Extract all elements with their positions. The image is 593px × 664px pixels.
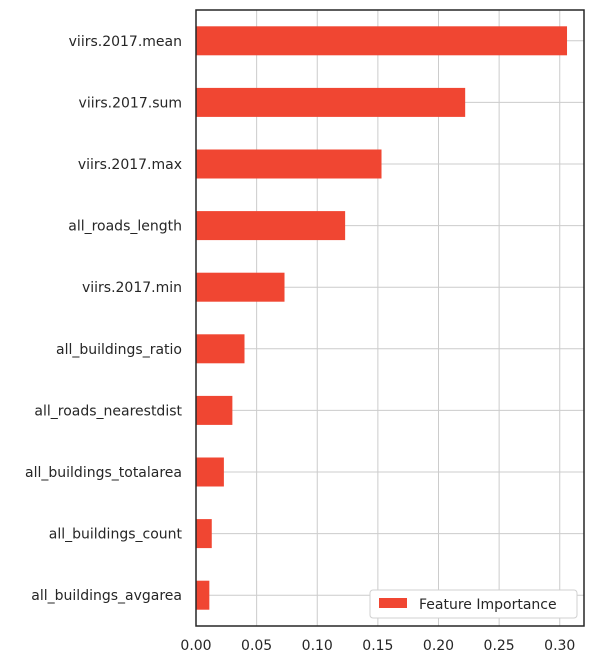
category-label: all_buildings_avgarea <box>31 588 182 604</box>
bar <box>196 26 568 56</box>
bar <box>196 457 224 487</box>
bar <box>196 149 382 179</box>
category-label: all_buildings_count <box>49 527 183 543</box>
legend: Feature Importance <box>369 589 578 619</box>
x-tick-label: 0.10 <box>302 638 333 654</box>
y-axis-categories: viirs.2017.mean viirs.2017.sum viirs.2017.… <box>25 34 182 604</box>
bar <box>196 580 210 610</box>
category-label: viirs.2017.mean <box>69 34 182 50</box>
legend-label: Feature Importance <box>419 597 557 613</box>
category-label: all_roads_nearestdist <box>34 403 182 419</box>
bar <box>196 519 212 549</box>
category-label: all_buildings_totalarea <box>25 465 182 481</box>
legend-swatch <box>379 598 407 608</box>
category-label: viirs.2017.max <box>78 157 182 173</box>
plot-frame <box>195 9 585 627</box>
bar <box>196 395 233 425</box>
bar <box>196 87 466 117</box>
bar <box>196 334 245 364</box>
x-tick-label: 0.00 <box>180 638 211 654</box>
category-label: viirs.2017.min <box>82 280 182 296</box>
category-label: all_buildings_ratio <box>56 342 182 358</box>
legend-box <box>369 589 578 619</box>
category-label: all_roads_length <box>68 219 182 235</box>
bar <box>196 272 285 302</box>
x-tick-label: 0.30 <box>544 638 575 654</box>
category-label: viirs.2017.sum <box>79 95 182 111</box>
x-tick-label: 0.20 <box>423 638 454 654</box>
bar <box>196 211 346 241</box>
x-tick-label: 0.05 <box>241 638 272 654</box>
x-tick-label: 0.25 <box>484 638 515 654</box>
x-tick-label: 0.15 <box>362 638 393 654</box>
bars <box>196 26 568 610</box>
x-axis-ticks: 0.00 0.05 0.10 0.15 0.20 0.25 0.30 <box>180 638 575 654</box>
